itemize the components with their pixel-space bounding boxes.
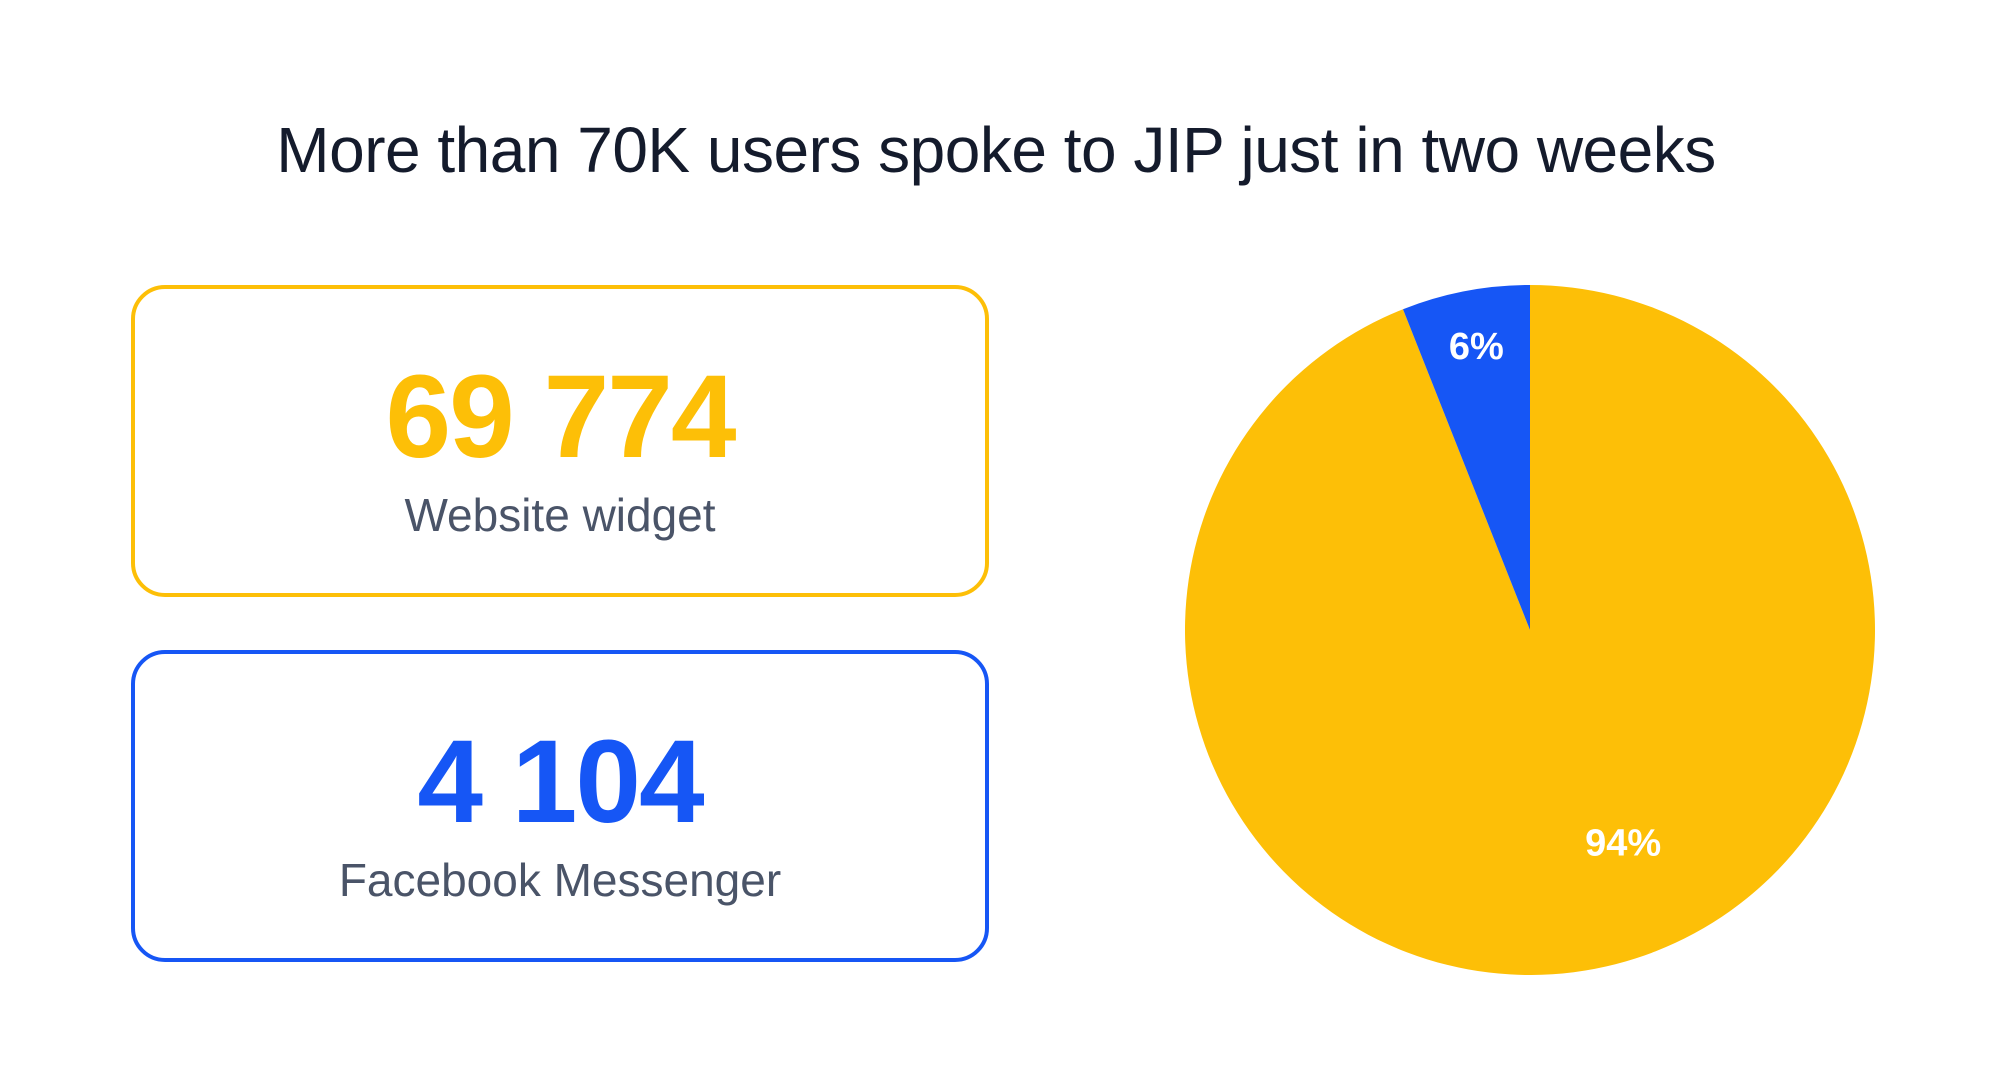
website-widget-label: Website widget (404, 489, 716, 541)
pie-slice-facebook-messenger (1402, 285, 1530, 630)
facebook-messenger-count: 4 104 (417, 716, 704, 848)
pie-chart: 94% 6% (1180, 280, 1880, 980)
pie-label-website-widget: 94% (1585, 822, 1661, 864)
pie-chart-svg: 94% 6% (1185, 285, 1875, 975)
chart-title: More than 70K users spoke to JIP just in… (276, 114, 1716, 186)
website-widget-card: 69 774 Website widget (131, 285, 989, 597)
facebook-messenger-card: 4 104 Facebook Messenger (131, 650, 989, 962)
facebook-messenger-label: Facebook Messenger (338, 854, 782, 906)
pie-label-facebook-messenger: 6% (1449, 326, 1504, 368)
website-widget-count: 69 774 (385, 351, 737, 483)
